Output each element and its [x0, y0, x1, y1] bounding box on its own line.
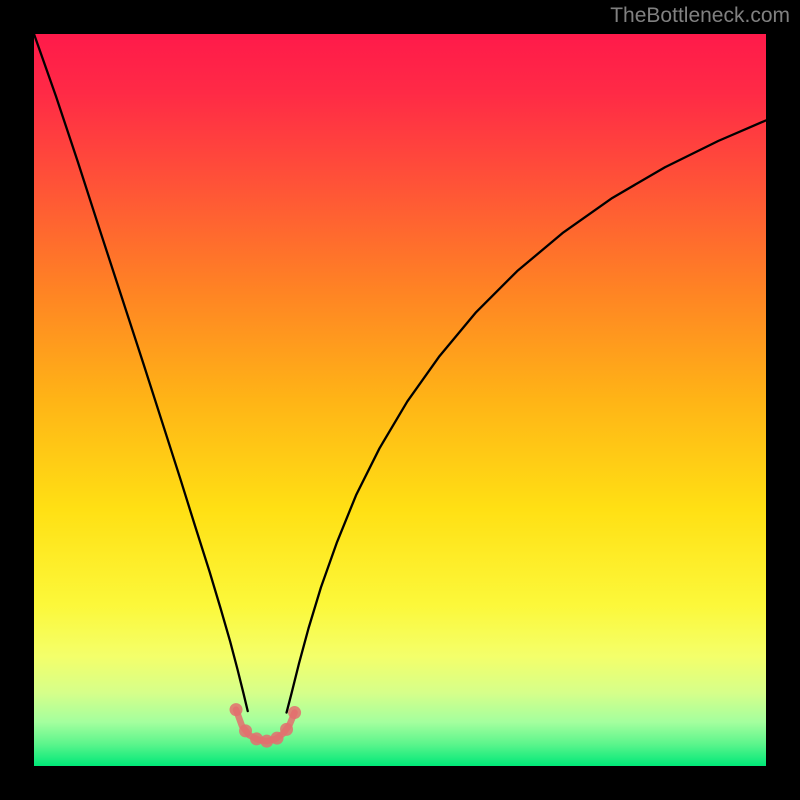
valley-marker-dot-6: [288, 706, 301, 719]
valley-marker-dot-5: [280, 723, 293, 736]
bottleneck-chart: [0, 0, 800, 800]
valley-marker-dot-1: [239, 724, 252, 737]
valley-marker-dot-4: [271, 732, 284, 745]
chart-stage: TheBottleneck.com: [0, 0, 800, 800]
watermark-text: TheBottleneck.com: [610, 4, 790, 28]
valley-marker-dot-0: [230, 703, 243, 716]
chart-gradient-area: [34, 34, 766, 766]
